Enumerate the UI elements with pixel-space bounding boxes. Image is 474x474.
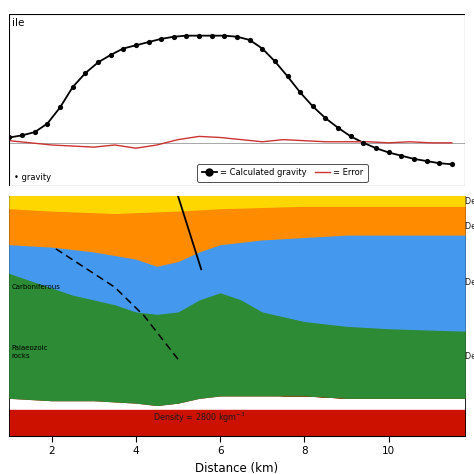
Point [448,161,456,168]
Text: • gravity: • gravity [14,173,51,182]
Point [334,124,342,132]
Text: Palaeozoic
rocks: Palaeozoic rocks [11,345,48,359]
Point [220,32,228,39]
Point [82,69,89,77]
Point [44,120,51,128]
Point [360,139,367,146]
Point [322,114,329,122]
Point [233,33,241,40]
Text: Density = 2800 kgm$^{-3}$: Density = 2800 kgm$^{-3}$ [153,411,246,425]
Point [145,38,152,46]
Point [107,51,114,59]
Text: ile: ile [12,18,24,27]
Point [372,145,380,152]
Point [157,35,165,43]
Point [132,42,140,49]
Point [182,32,190,39]
Text: Carboniferous: Carboniferous [11,284,61,290]
Point [258,45,266,52]
Point [410,155,418,163]
Point [423,157,430,165]
Point [398,152,405,159]
Point [56,104,64,111]
Point [309,102,317,110]
Point [271,57,279,65]
Text: Density = 2600 kgm: Density = 2600 kgm [465,278,474,287]
X-axis label: Distance (km): Distance (km) [195,462,279,474]
Point [385,149,392,156]
Text: Density = 2750 kgm: Density = 2750 kgm [465,352,474,361]
Point [119,45,127,52]
Point [296,89,304,96]
Point [436,159,443,167]
Bar [9,14,465,186]
Point [31,128,38,136]
Point [208,32,216,39]
Legend: = Calculated gravity, = Error: = Calculated gravity, = Error [197,164,368,182]
Point [284,73,292,80]
Point [246,36,254,44]
Point [6,134,13,141]
Point [18,132,26,139]
Point [347,133,355,140]
Text: Density = 2700 kgm: Density = 2700 kgm [465,221,474,230]
Point [69,83,76,91]
Point [170,33,178,40]
Point [94,59,102,66]
Text: Density = 2500 kgm: Density = 2500 kgm [465,198,474,207]
Point [195,32,203,39]
